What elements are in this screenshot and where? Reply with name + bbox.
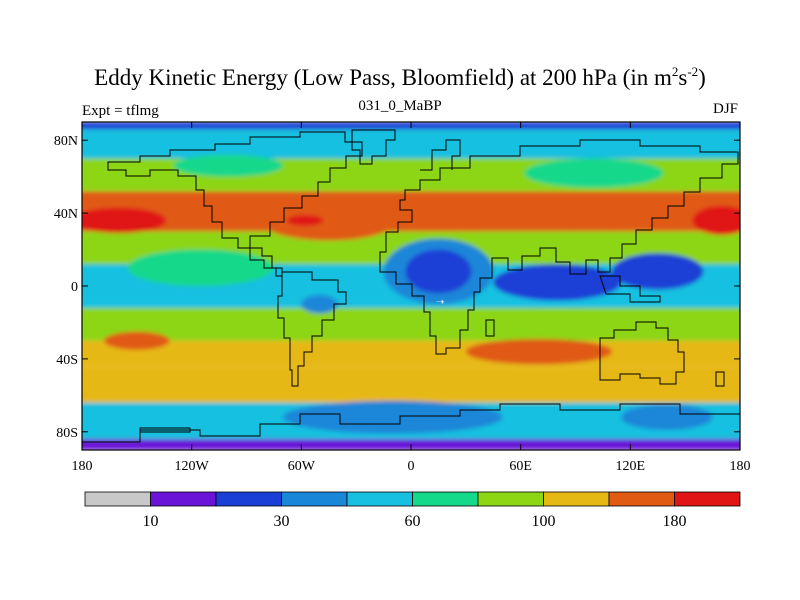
- colorbar-box-4: [346, 491, 413, 507]
- colorbar: 10 30 60 100 180: [84, 491, 741, 530]
- coastline-layer: [82, 129, 740, 443]
- chart-title-sup2: -2: [687, 64, 699, 79]
- wind-arrow-icon: ➝: [436, 297, 444, 308]
- contour-blob-11: [301, 295, 338, 314]
- coastline-new-zealand: [715, 371, 725, 387]
- experiment-label: Expt = tflmg: [82, 103, 159, 119]
- contour-blob-16: [524, 158, 664, 188]
- band-southern-midlat: [82, 366, 740, 403]
- contour-blob-14: [283, 400, 503, 434]
- contour-blob-0: [82, 207, 167, 234]
- colorbar-box-1: [150, 491, 217, 507]
- colorbar-label-3: 100: [532, 513, 556, 530]
- contour-blob-17: [173, 154, 284, 177]
- season-label: DJF: [712, 101, 738, 117]
- coastline-greenland: [351, 129, 396, 165]
- y-tick-label-1: 40N: [54, 207, 78, 222]
- colorbar-label-4: 180: [663, 513, 687, 530]
- x-tick-label-4: 60E: [509, 459, 532, 474]
- chart-title-main: Eddy Kinetic Energy (Low Pass, Bloomfiel…: [94, 65, 672, 90]
- contour-blob-10: [127, 249, 274, 286]
- contour-blob-9: [612, 253, 704, 290]
- colorbar-box-7: [543, 491, 610, 507]
- chart-title: Eddy Kinetic Energy (Low Pass, Bloomfiel…: [0, 64, 800, 91]
- y-axis: 80N 40N 0 40S 80S: [54, 134, 740, 441]
- chart-title-close: ): [698, 65, 706, 90]
- x-tick-label-6: 180: [730, 459, 751, 474]
- band-arctic: [82, 129, 740, 159]
- contour-blob-4: [538, 211, 642, 230]
- chart-title-sup1: 2: [671, 64, 679, 79]
- x-axis: 180 120W 60W 0 60E 120E 180: [72, 122, 751, 474]
- contour-blob-12: [103, 331, 170, 350]
- band-southern-jet: [82, 340, 740, 367]
- colorbar-label-1: 30: [274, 513, 290, 530]
- x-tick-label-1: 120W: [175, 459, 210, 474]
- contour-fill-layer: [82, 122, 740, 450]
- colorbar-box-6: [477, 491, 544, 507]
- x-tick-label-2: 60W: [288, 459, 316, 474]
- band-southern-subtropics: [82, 307, 740, 341]
- x-tick-label-0: 180: [72, 459, 93, 474]
- coastline-north-america: [107, 131, 363, 249]
- colorbar-label-0: 10: [143, 513, 159, 530]
- y-tick-label-2: 0: [71, 280, 78, 295]
- coastline-scandinavia: [420, 139, 461, 171]
- coastline-south-america: [277, 271, 347, 387]
- contour-blob-5: [692, 205, 740, 235]
- contour-blob-2: [286, 214, 324, 226]
- x-tick-label-5: 120E: [616, 459, 646, 474]
- coastline-madagascar: [485, 319, 495, 337]
- colorbar-box-0: [84, 491, 151, 507]
- colorbar-box-3: [281, 491, 348, 507]
- case-label: 031_0_MaBP: [358, 98, 442, 114]
- coastline-australia: [599, 321, 685, 385]
- chart-title-mid: s: [678, 65, 688, 90]
- colorbar-box-8: [608, 491, 675, 507]
- contour-blob-13: [465, 338, 613, 365]
- colorbar-box-2: [215, 491, 282, 507]
- coastline-eurasia-africa: [379, 139, 739, 355]
- colorbar-box-9: [674, 491, 741, 507]
- y-tick-label-4: 80S: [56, 426, 78, 441]
- colorbar-label-2: 60: [405, 513, 421, 530]
- x-tick-label-3: 0: [408, 459, 415, 474]
- coastline-antarctic-peninsula: [139, 427, 191, 433]
- coastline-maritime-continent: [599, 275, 661, 303]
- contour-blob-7: [405, 249, 472, 294]
- contour-blob-3: [365, 205, 512, 228]
- contour-blob-15: [621, 404, 713, 430]
- y-tick-label-0: 80N: [54, 134, 78, 149]
- contour-blob-8: [493, 264, 622, 301]
- coastline-antarctica: [82, 403, 740, 443]
- y-tick-label-3: 40S: [56, 353, 78, 368]
- colorbar-box-5: [412, 491, 479, 507]
